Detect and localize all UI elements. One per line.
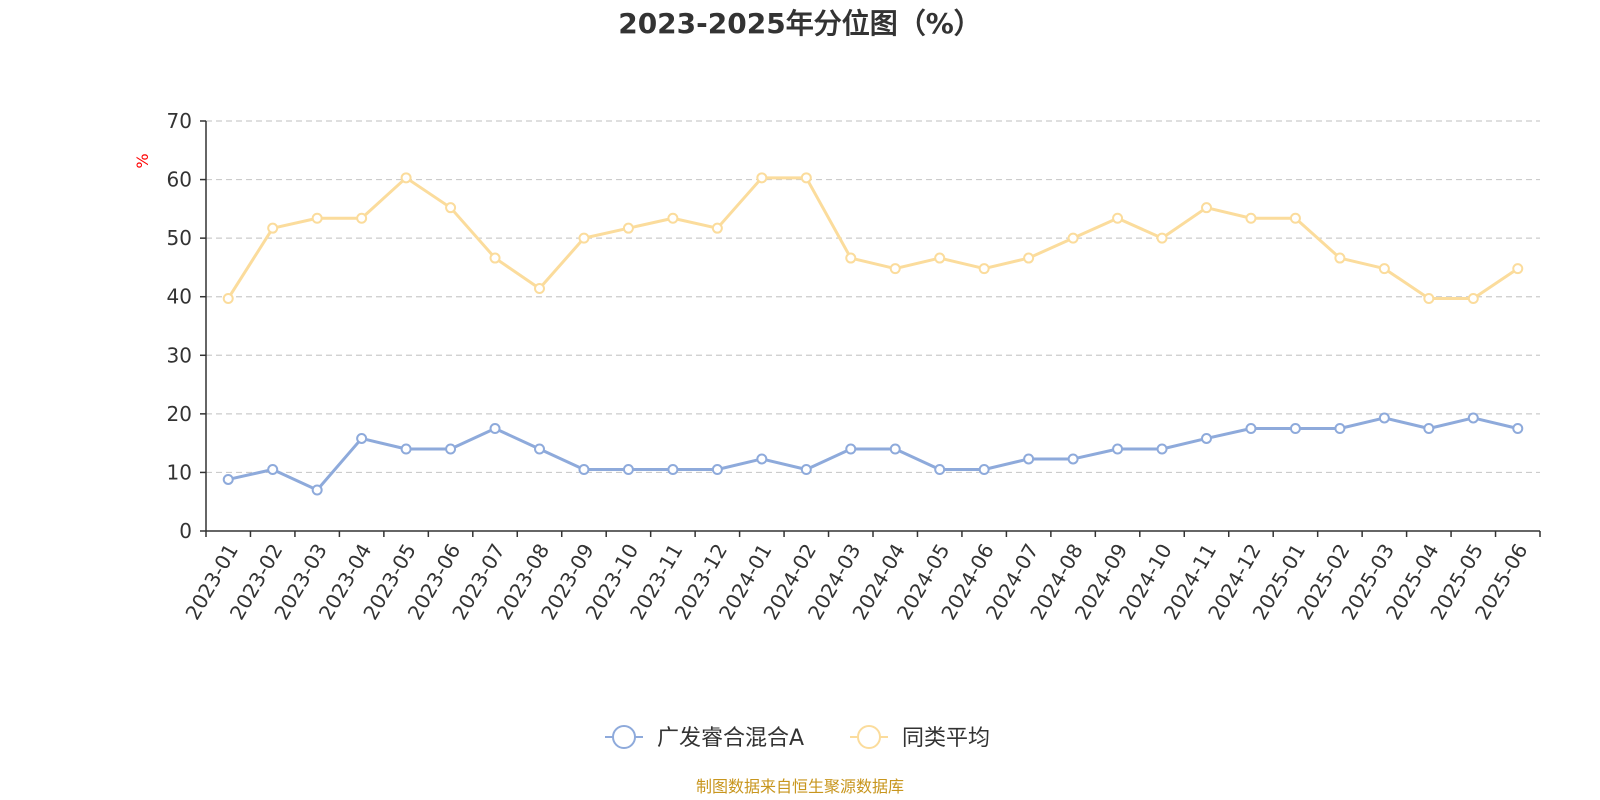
data-point	[267, 464, 279, 475]
data-point	[889, 443, 901, 455]
y-tick-label: 10	[167, 460, 192, 484]
data-point	[1423, 423, 1435, 434]
source-note: 制图数据来自恒生聚源数据库	[696, 777, 904, 796]
y-axis-ticks: 0 10 20 30 40 50 60 70	[167, 109, 206, 543]
data-point	[1112, 212, 1124, 224]
data-point	[667, 212, 679, 224]
data-point	[800, 464, 812, 475]
data-point	[1334, 423, 1346, 434]
data-point	[578, 232, 590, 244]
y-tick-label: 20	[167, 402, 192, 426]
data-point	[845, 443, 857, 455]
data-point	[267, 222, 279, 234]
series-line	[226, 176, 1519, 300]
legend-label: 同类平均	[902, 726, 990, 751]
data-point	[400, 172, 412, 184]
data-point	[756, 172, 768, 184]
data-point	[1245, 423, 1257, 434]
data-point	[711, 464, 723, 475]
y-tick-label: 0	[179, 519, 192, 543]
y-tick-label: 40	[167, 285, 192, 309]
data-point	[400, 443, 412, 455]
y-axis-unit: %	[133, 153, 152, 168]
data-point	[1467, 292, 1479, 304]
data-point	[356, 432, 368, 444]
data-point	[1245, 212, 1257, 224]
data-point	[711, 222, 723, 234]
y-tick-label: 70	[167, 109, 192, 133]
data-point	[845, 252, 857, 264]
data-point	[445, 202, 457, 214]
data-point	[1067, 453, 1079, 465]
legend-label: 广发睿合混合A	[657, 726, 804, 751]
data-point	[1201, 432, 1212, 444]
series-1	[222, 412, 1524, 496]
series-2	[222, 172, 1524, 304]
data-point	[222, 473, 234, 485]
data-point	[578, 464, 590, 475]
data-point	[1067, 232, 1079, 244]
series-layer	[222, 172, 1524, 496]
y-tick-label: 30	[167, 343, 192, 367]
data-point	[1023, 453, 1035, 465]
data-point	[1112, 443, 1124, 455]
y-tick-label: 50	[167, 226, 192, 250]
data-point	[356, 212, 368, 224]
data-point	[978, 464, 990, 475]
legend: 广发睿合混合A 同类平均	[605, 725, 990, 751]
data-point	[1512, 423, 1524, 434]
data-point	[1289, 212, 1301, 224]
data-point	[622, 222, 634, 234]
y-tick-label: 60	[167, 168, 192, 192]
data-point	[222, 292, 234, 304]
data-point	[311, 484, 323, 496]
data-point	[934, 252, 946, 264]
data-point	[1156, 443, 1168, 455]
data-point	[622, 464, 634, 475]
data-point	[978, 263, 990, 275]
data-point	[1512, 263, 1524, 275]
data-point	[1423, 292, 1435, 304]
data-point	[1378, 263, 1390, 275]
chart-title: 2023-2025年分位图（%）	[618, 7, 982, 40]
data-point	[1289, 423, 1301, 434]
legend-marker	[857, 725, 881, 749]
data-point	[534, 443, 545, 455]
data-point	[1334, 252, 1346, 264]
data-point	[667, 464, 679, 475]
data-point	[534, 283, 545, 295]
data-point	[1201, 202, 1212, 214]
data-point	[1378, 412, 1390, 424]
data-point	[311, 212, 323, 224]
data-point	[756, 453, 768, 465]
data-point	[1023, 252, 1035, 264]
data-point	[1467, 412, 1479, 424]
x-axis-ticks: 2023-012023-022023-032023-042023-052023-…	[180, 531, 1541, 624]
data-point	[1156, 232, 1168, 244]
legend-marker	[612, 725, 636, 749]
series-line	[227, 416, 1519, 492]
data-point	[445, 443, 457, 455]
legend-item-2: 同类平均	[850, 725, 990, 751]
data-point	[489, 423, 501, 434]
data-point	[800, 172, 812, 184]
data-point	[934, 464, 946, 475]
legend-item-1: 广发睿合混合A	[605, 725, 804, 751]
data-point	[489, 252, 501, 264]
data-point	[889, 263, 901, 275]
